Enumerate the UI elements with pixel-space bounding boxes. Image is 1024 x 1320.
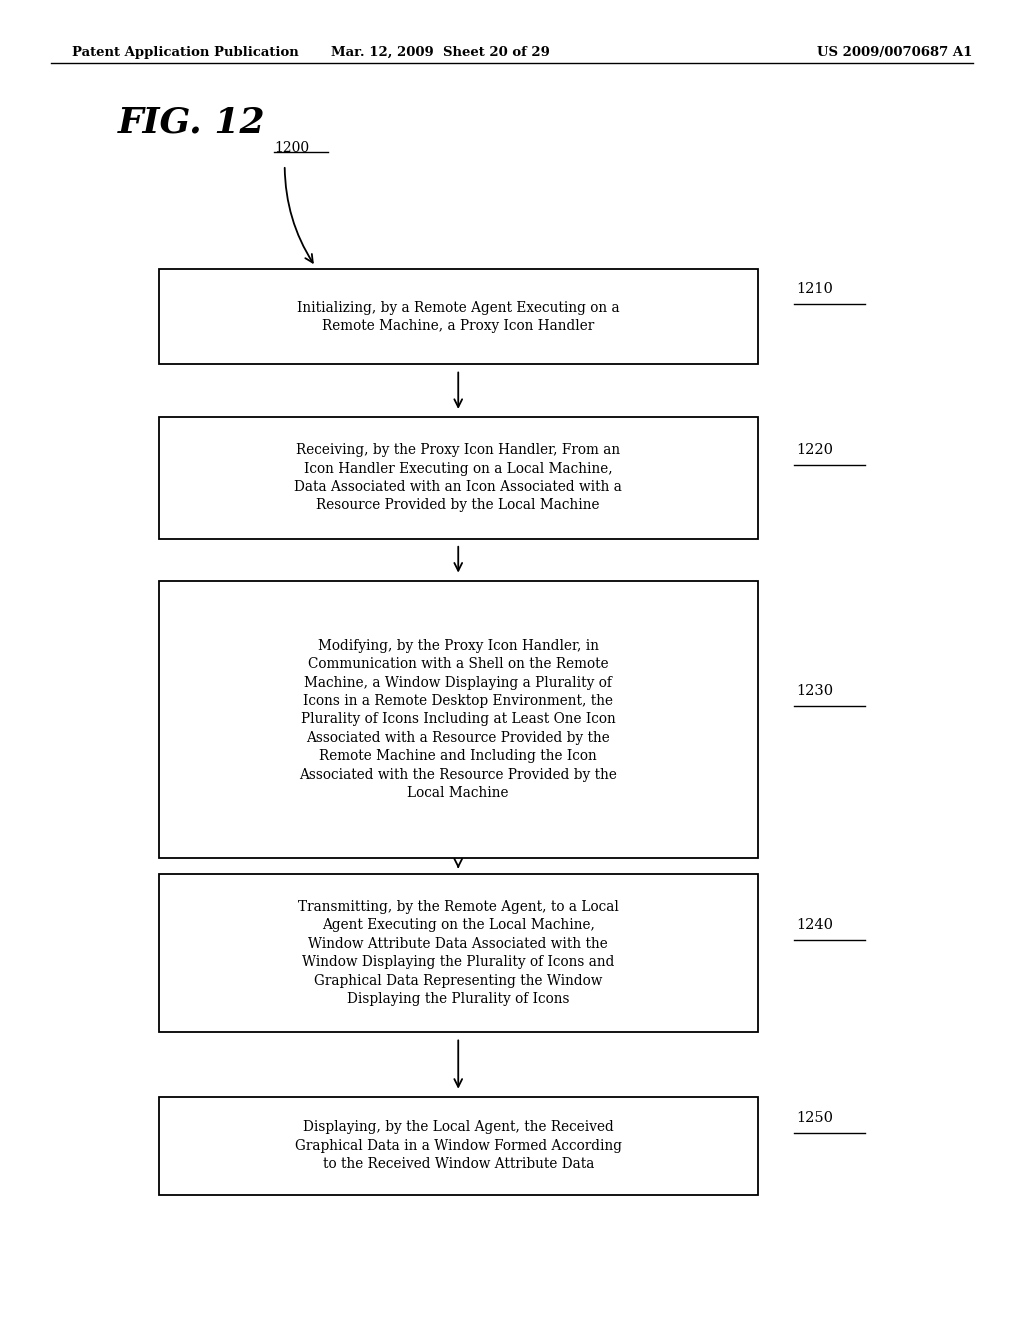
Text: Receiving, by the Proxy Icon Handler, From an
Icon Handler Executing on a Local : Receiving, by the Proxy Icon Handler, Fr… — [294, 444, 623, 512]
Bar — [159, 1097, 758, 1195]
Bar — [159, 581, 758, 858]
Text: 1240: 1240 — [797, 917, 834, 932]
Text: 1250: 1250 — [797, 1110, 834, 1125]
Text: Mar. 12, 2009  Sheet 20 of 29: Mar. 12, 2009 Sheet 20 of 29 — [331, 46, 550, 59]
Text: Modifying, by the Proxy Icon Handler, in
Communication with a Shell on the Remot: Modifying, by the Proxy Icon Handler, in… — [299, 639, 617, 800]
Bar — [159, 417, 758, 539]
Bar — [159, 269, 758, 364]
Text: Displaying, by the Local Agent, the Received
Graphical Data in a Window Formed A: Displaying, by the Local Agent, the Rece… — [295, 1121, 622, 1171]
Text: FIG. 12: FIG. 12 — [118, 106, 265, 140]
Text: 1210: 1210 — [797, 281, 834, 296]
Text: Patent Application Publication: Patent Application Publication — [72, 46, 298, 59]
Text: US 2009/0070687 A1: US 2009/0070687 A1 — [817, 46, 973, 59]
Text: 1220: 1220 — [797, 442, 834, 457]
Text: 1230: 1230 — [797, 684, 834, 698]
Text: Transmitting, by the Remote Agent, to a Local
Agent Executing on the Local Machi: Transmitting, by the Remote Agent, to a … — [298, 900, 618, 1006]
Bar — [159, 874, 758, 1032]
Text: Initializing, by a Remote Agent Executing on a
Remote Machine, a Proxy Icon Hand: Initializing, by a Remote Agent Executin… — [297, 301, 620, 333]
Text: 1200: 1200 — [274, 141, 309, 156]
